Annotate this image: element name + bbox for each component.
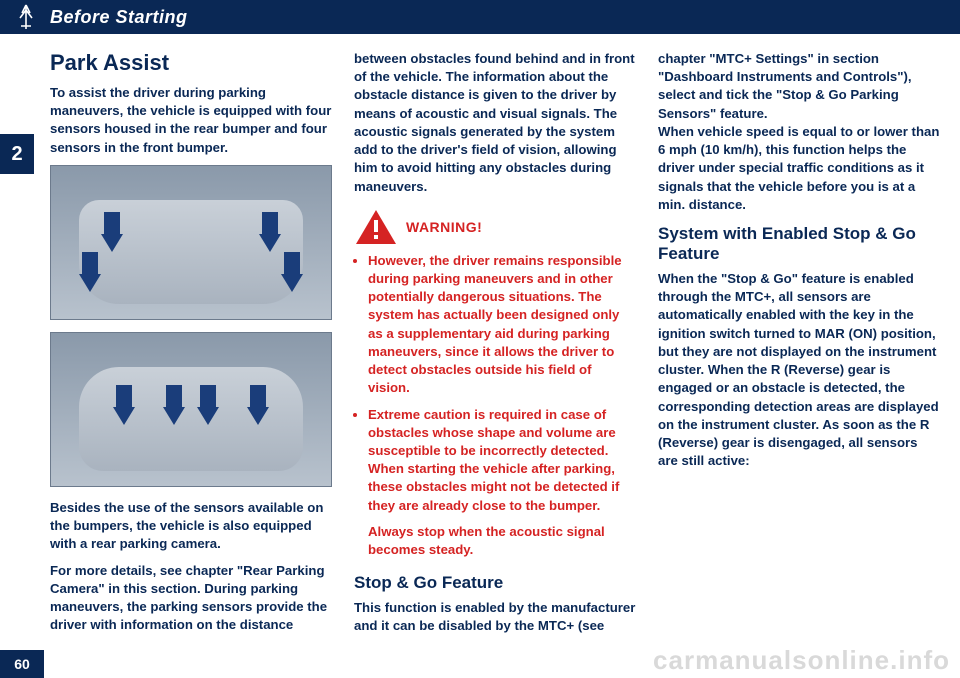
subsection-stop-go: Stop & Go Feature — [354, 573, 636, 593]
warning-list: However, the driver remains responsible … — [354, 252, 636, 515]
figure-rear-sensors — [50, 332, 332, 487]
maserati-trident-icon — [16, 4, 36, 30]
section-title-park-assist: Park Assist — [50, 50, 332, 76]
sensor-arrow-icon — [101, 212, 123, 252]
watermark-text: carmanualsonline.info — [653, 645, 950, 676]
page-body: 2 Park Assist To assist the driver durin… — [0, 34, 960, 650]
subsection-enabled-stop-go: System with Enabled Stop & Go Feature — [658, 224, 940, 264]
content-columns: Park Assist To assist the driver during … — [44, 34, 960, 650]
enabled-stop-go-body: When the "Stop & Go" feature is enabled … — [658, 270, 940, 470]
sensor-arrow-icon — [247, 385, 269, 425]
sensor-arrow-icon — [163, 385, 185, 425]
header-section-title: Before Starting — [50, 7, 188, 28]
sensor-arrow-icon — [259, 212, 281, 252]
chapter-tab: 2 — [0, 134, 34, 174]
warning-label: WARNING! — [406, 219, 482, 235]
figure-front-sensors — [50, 165, 332, 320]
warning-triangle-icon — [354, 208, 398, 246]
sensor-arrow-icon — [197, 385, 219, 425]
left-rail: 2 — [0, 34, 44, 650]
warning-block: WARNING! However, the driver remains res… — [354, 208, 636, 515]
warning-header: WARNING! — [354, 208, 636, 246]
page-header: Before Starting — [0, 0, 960, 34]
page-number: 60 — [0, 650, 44, 678]
intro-paragraph: To assist the driver during parking mane… — [50, 84, 332, 157]
sensor-arrow-icon — [113, 385, 135, 425]
sensor-arrow-icon — [79, 252, 101, 292]
red-note: Always stop when the acoustic signal bec… — [354, 523, 636, 559]
warning-item: However, the driver remains responsible … — [368, 252, 636, 398]
figure-caption: Besides the use of the sensors available… — [50, 499, 332, 554]
warning-item: Extreme caution is required in case of o… — [368, 406, 636, 515]
sensor-arrow-icon — [281, 252, 303, 292]
